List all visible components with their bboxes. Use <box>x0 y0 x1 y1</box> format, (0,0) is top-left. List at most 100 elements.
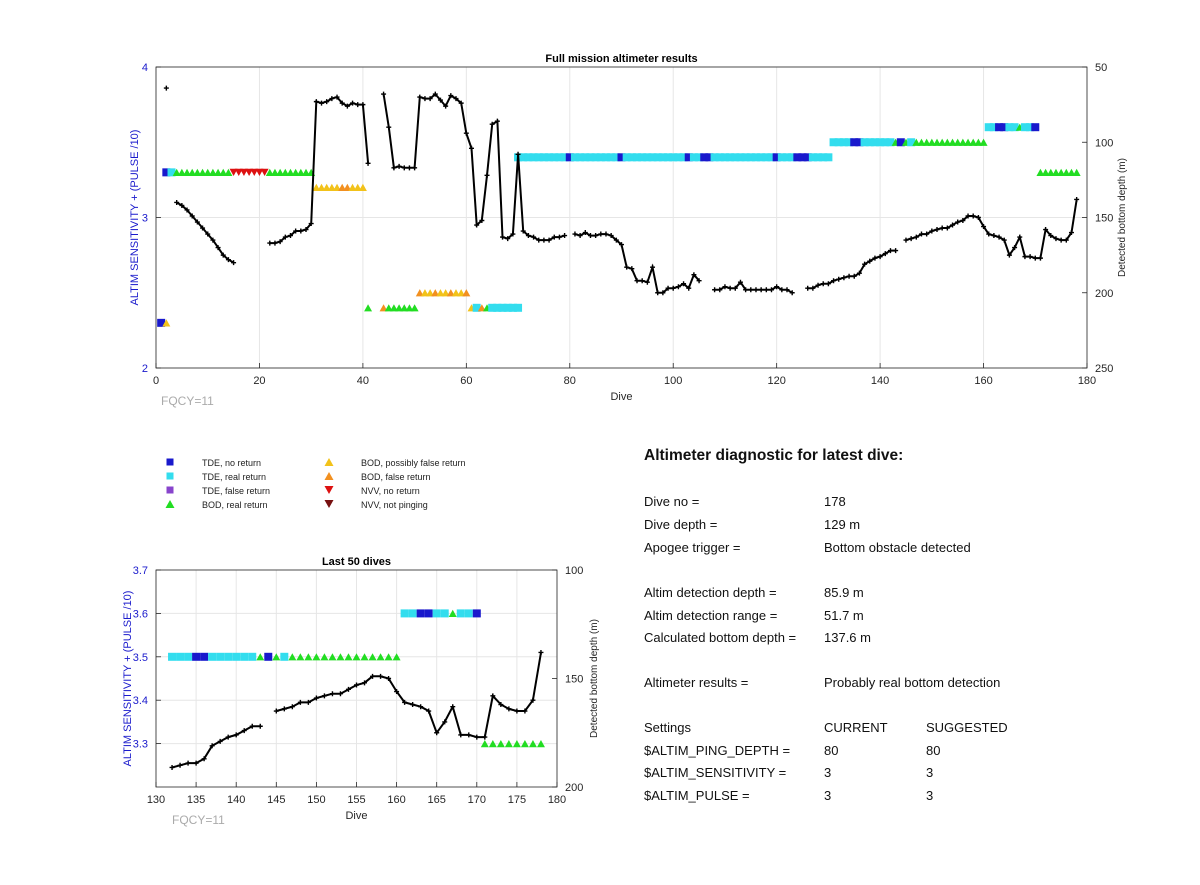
last50-depth-point <box>418 704 424 710</box>
full-depth-point <box>474 222 480 228</box>
tde-real-return-marker <box>695 153 704 162</box>
full-depth-point <box>267 240 273 246</box>
full-depth-point <box>670 285 676 291</box>
last50-depth-point <box>177 762 183 768</box>
last50-depth-point <box>217 738 223 744</box>
full-depth-point <box>882 251 888 257</box>
bod-false-return-marker <box>338 183 347 191</box>
full-depth-point <box>324 99 330 105</box>
full-depth-point <box>836 276 842 282</box>
bod-real-return-marker <box>943 138 952 146</box>
full-depth-point <box>339 100 345 106</box>
diagnostic-title: Altimeter diagnostic for latest dive: <box>644 447 904 464</box>
bod-real-return-marker <box>948 138 957 146</box>
bod-real-return-marker <box>389 304 398 312</box>
full-depth-point <box>810 285 816 291</box>
bod-real-return-marker <box>304 653 313 661</box>
full-depth-point <box>732 285 738 291</box>
nvv-no-return-marker <box>245 168 254 176</box>
setting-label: $ALTIM_SENSITIVITY = <box>644 765 787 780</box>
tde-no-return-marker <box>617 153 626 162</box>
tde-real-return-marker <box>167 168 176 177</box>
full-depth-point <box>272 240 278 246</box>
tde-real-return-marker <box>488 303 497 312</box>
full-depth-point <box>489 121 495 127</box>
full-depth-point <box>1017 234 1023 240</box>
full-depth-point <box>965 213 971 219</box>
full-depth-point <box>572 231 578 237</box>
diag-value: Bottom obstacle detected <box>824 540 971 555</box>
bod-false-return-marker <box>462 289 471 297</box>
full-depth-point <box>458 100 464 106</box>
bod-real-return-marker <box>1046 168 1055 176</box>
settings-header-suggested: SUGGESTED <box>926 720 1008 735</box>
full-depth-point <box>562 233 568 239</box>
full-depth-point <box>225 257 231 263</box>
last50-depth-point <box>201 756 207 762</box>
full-depth-point <box>556 234 562 240</box>
full-y-right-tick-label: 50 <box>1095 62 1107 74</box>
nvv-no-return-marker <box>260 168 269 176</box>
last50-depth-point <box>362 680 368 686</box>
full-depth-point <box>908 236 914 242</box>
full-depth-point <box>991 233 997 239</box>
full-depth-point <box>789 290 795 296</box>
tde-real-return-marker <box>176 652 185 661</box>
full-depth-point <box>401 165 407 171</box>
last50-depth-point <box>329 691 335 697</box>
full-depth-point <box>593 233 599 239</box>
bod-real-return-marker <box>964 138 973 146</box>
tde-real-return-marker <box>819 153 828 162</box>
bod-possibly-false-marker <box>162 319 171 327</box>
bod-real-return-marker <box>512 740 521 748</box>
bod-real-return-marker <box>296 168 305 176</box>
full-depth-point <box>639 278 645 284</box>
tde-real-return-marker <box>607 153 616 162</box>
last50-depth-point <box>442 719 448 725</box>
bod-real-return-marker <box>301 168 310 176</box>
full-x-tick-label: 20 <box>253 375 265 387</box>
last50-depth-point <box>193 760 199 766</box>
full-depth-point <box>717 287 723 293</box>
last50-x-tick-label: 150 <box>307 794 325 806</box>
full-depth-point <box>675 284 681 290</box>
tde-real-return-marker <box>710 153 719 162</box>
bod-false-return-marker <box>477 304 486 312</box>
last50-y-tick-label: 3.6 <box>133 608 148 620</box>
bod-real-return-marker <box>177 168 186 176</box>
diag-label: Dive depth = <box>644 517 718 532</box>
tde-real-return-marker <box>612 153 621 162</box>
tde-real-return-marker <box>720 153 729 162</box>
last50-depth-point <box>225 734 231 740</box>
full-depth-point <box>768 287 774 293</box>
legend-label: BOD, real return <box>202 500 268 510</box>
bod-possibly-false-marker <box>327 183 336 191</box>
tde-real-return-marker <box>622 153 631 162</box>
bod-real-return-marker <box>488 740 497 748</box>
tde-real-return-marker <box>762 153 771 162</box>
last50-depth-line <box>171 725 261 769</box>
nvv-no-return-marker <box>239 168 248 176</box>
bod-real-return-marker <box>969 138 978 146</box>
setting-current: 3 <box>824 765 832 780</box>
full-depth-point <box>1043 227 1049 233</box>
last50-x-tick-label: 170 <box>468 794 486 806</box>
legend-square-icon <box>166 458 174 466</box>
full-depth-point <box>624 264 630 270</box>
tde-real-return-marker <box>674 153 683 162</box>
tde-no-return-marker <box>855 138 864 147</box>
nvv-no-return-marker <box>234 168 243 176</box>
full-depth-line <box>176 201 235 264</box>
tde-real-return-marker <box>876 138 885 147</box>
last50-depth-point <box>370 673 376 679</box>
last50-depth-point <box>522 708 528 714</box>
tde-real-return-marker <box>788 153 797 162</box>
last50-y-tick-label: 3.3 <box>133 739 148 751</box>
full-depth-point <box>825 281 831 287</box>
tde-real-return-marker <box>984 123 993 132</box>
bod-real-return-marker <box>320 653 329 661</box>
full-depth-point <box>587 233 593 239</box>
tde-real-return-marker <box>689 153 698 162</box>
full-depth-point <box>1074 196 1080 202</box>
full-x-tick-label: 60 <box>460 375 472 387</box>
